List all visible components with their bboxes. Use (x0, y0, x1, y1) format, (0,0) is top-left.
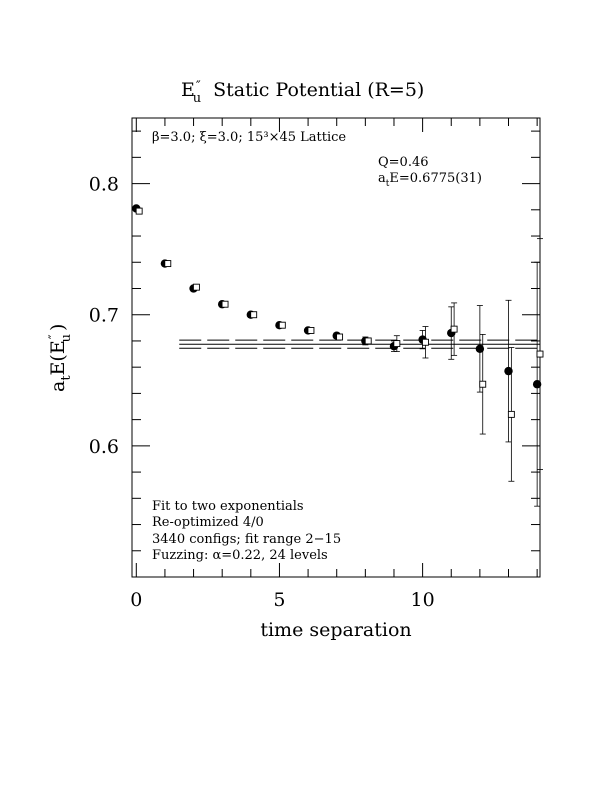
data-point-square (450, 325, 458, 333)
note-line-4: Fuzzing: α=0.22, 24 levels (152, 548, 328, 563)
chart-title: E″ u Static Potential (R=5) (181, 79, 424, 106)
data-point-square (192, 283, 200, 291)
data-point-square (164, 260, 172, 268)
y-tick-label: 0.7 (89, 305, 119, 327)
x-tick-label: 0 (130, 589, 142, 611)
data-point-circle (532, 380, 542, 389)
y-axis-label: atE(E″u) (47, 324, 74, 392)
note-line-1: Fit to two exponentials (152, 499, 304, 514)
data-point-square (221, 300, 229, 308)
y-axis-label-sub-u: u (59, 334, 74, 342)
data-point-square (536, 350, 544, 358)
energy-annotation: atE=0.6775(31) (378, 171, 482, 189)
data-point-square (422, 338, 429, 346)
data-point-square (336, 333, 344, 341)
y-axis-label-sub-t: t (59, 375, 74, 381)
x-tick-label: 5 (273, 589, 285, 611)
x-tick-label: 10 (411, 589, 435, 611)
chart-title-rest: Static Potential (R=5) (213, 79, 424, 101)
y-tick-label: 0.8 (89, 174, 119, 196)
y-tick-label: 0.6 (89, 436, 119, 458)
chart-title-prime: ″ (196, 79, 201, 94)
data-point-square (278, 321, 286, 329)
energy-annotation-sub: t (386, 179, 390, 189)
data-point-square (507, 410, 515, 418)
data-points (132, 204, 544, 507)
data-point-square (307, 327, 315, 334)
chart-title-sub: u (193, 91, 201, 106)
data-point-circle (504, 366, 513, 376)
data-point-circle (475, 344, 485, 354)
data-point-square (393, 340, 401, 348)
data-point-square (479, 380, 487, 388)
data-point-square (250, 311, 258, 319)
y-axis-label-prime: ″ (47, 334, 62, 339)
note-line-2: Re-optimized 4/0 (152, 515, 264, 530)
fit-band (179, 339, 540, 349)
lattice-annotation: β=3.0; ξ=3.0; 15³×45 Lattice (152, 130, 346, 145)
q-annotation: Q=0.46 (378, 155, 429, 170)
note-line-3: 3440 configs; fit range 2−15 (152, 532, 341, 547)
axis-tick-labels: 0 5 10 0.6 0.7 0.8 (89, 174, 435, 611)
data-point-square (135, 207, 143, 215)
x-axis-label: time separation (260, 619, 411, 641)
data-point-square (364, 337, 372, 345)
